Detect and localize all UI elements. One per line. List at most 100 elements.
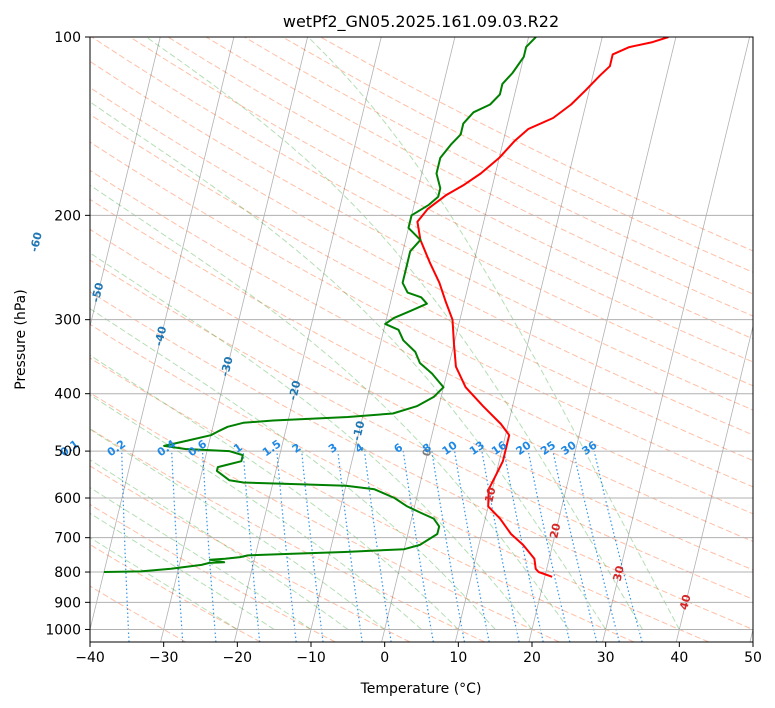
mixing-ratio-label: 0.4 [155, 437, 179, 459]
y-tick-label: 900 [54, 595, 81, 611]
mixing-ratio-line [121, 451, 130, 642]
mixing-ratio-line [171, 451, 184, 642]
dry-adiabat-line [90, 198, 753, 542]
isotherm-line [528, 37, 677, 642]
dry-adiabat-line [90, 169, 753, 515]
moist-adiabat-line [90, 101, 607, 630]
moist-adiabat-line [90, 252, 533, 630]
moist-adiabat-line [90, 184, 570, 630]
y-tick-label: 200 [54, 208, 81, 224]
mixing-ratio-label: 30 [559, 438, 579, 458]
dry-adiabat-line [90, 392, 560, 642]
dry-adiabat-line [244, 37, 753, 295]
moist-adiabat-line [90, 537, 238, 630]
isotherm-line [602, 37, 750, 642]
dry-adiabat-line [90, 228, 753, 571]
dry-adiabat-line [90, 141, 753, 488]
isotherm-label: 20 [547, 522, 563, 540]
dry-adiabat-line [90, 291, 753, 630]
x-tick-label: 40 [670, 650, 688, 666]
isotherm-label: -60 [28, 231, 45, 254]
y-tick-label: 400 [54, 387, 81, 403]
x-tick-label: 50 [744, 650, 762, 666]
isotherm-label: -20 [286, 379, 303, 402]
mixing-ratio-label: 36 [580, 438, 600, 458]
isotherm-label: -50 [89, 281, 106, 304]
dry-adiabat-line [91, 37, 753, 387]
mixing-ratio-label: 16 [489, 438, 509, 458]
y-tick-label: 700 [54, 531, 81, 547]
x-tick-label: −20 [223, 650, 253, 666]
mixing-ratio-line [503, 450, 544, 642]
mixing-ratio-label: 4 [353, 441, 367, 456]
y-tick-label: 500 [54, 444, 81, 460]
y-tick-label: 1000 [45, 622, 81, 638]
moist-adiabat-line [90, 486, 312, 630]
x-tick-label: 30 [597, 650, 615, 666]
dry-adiabat-line [90, 465, 411, 642]
isotherm-label: 30 [611, 564, 627, 582]
isotherm-line [454, 37, 603, 642]
isotherm-label: -30 [218, 355, 235, 378]
dry-adiabat-line [129, 37, 753, 363]
x-tick-label: −30 [149, 650, 179, 666]
y-tick-label: 600 [54, 491, 81, 507]
mixing-ratio-line [454, 451, 490, 642]
mixing-ratio-line [337, 451, 363, 642]
mixing-ratio-line [527, 450, 571, 642]
dry-adiabat-line [167, 37, 753, 340]
series-line-0 [416, 37, 669, 578]
moist-adiabat-line [307, 37, 680, 630]
isotherm-line [749, 627, 753, 642]
isotherm-label: 40 [677, 593, 693, 611]
isotherm-line [90, 37, 235, 632]
dry-adiabat-line [90, 357, 635, 642]
isotherm-line [0, 37, 13, 642]
moist-adiabat-line [90, 394, 422, 630]
x-tick-label: 20 [523, 650, 541, 666]
plot-frame [89, 36, 754, 643]
mixing-ratio-label: 6 [392, 441, 406, 456]
isotherm-line [675, 324, 753, 642]
mixing-ratio-label: 1.5 [260, 437, 283, 459]
dry-adiabat-line [90, 60, 753, 411]
mixing-ratio-line [593, 450, 643, 642]
dry-adiabat-line [90, 428, 485, 642]
mixing-ratio-label: 25 [538, 439, 558, 458]
y-tick-label: 100 [54, 30, 81, 46]
mixing-ratio-label: 10 [440, 438, 460, 458]
mixing-ratio-line [572, 450, 620, 642]
profile-series [103, 37, 669, 578]
dry-adiabat-line [90, 503, 336, 642]
mixing-ratio-line [552, 450, 598, 642]
isotherm-label: 10 [482, 486, 498, 504]
moist-adiabat-line [90, 308, 496, 630]
moist-adiabat-line [90, 459, 349, 630]
moist-adiabat-line [90, 512, 275, 630]
mixing-ratio-label: 3 [326, 441, 340, 456]
y-axis-label: Pressure (hPa) [13, 289, 29, 389]
isotherm-line [233, 37, 382, 642]
isotherm-line [160, 37, 308, 642]
isotherm-label: -10 [350, 419, 367, 442]
pressure-grid [0, 37, 753, 642]
mixing-ratio-line [301, 451, 324, 642]
mixing-ratio-line [363, 451, 392, 642]
isotherm-line [381, 37, 529, 642]
dry-adiabat-line [90, 543, 261, 642]
dry-adiabat-line [90, 87, 753, 436]
dry-adiabat-line [90, 259, 753, 600]
mixing-ratio-line [481, 450, 520, 642]
background-lines [90, 37, 753, 642]
isotherm-line [307, 37, 456, 642]
mixing-ratio-line [242, 451, 261, 642]
dry-adiabat-line [90, 113, 753, 462]
x-tick-label: 0 [380, 650, 389, 666]
y-tick-label: 300 [54, 313, 81, 329]
x-tick-label: 10 [449, 650, 467, 666]
y-tick-label: 800 [54, 565, 81, 581]
chart-title: wetPf2_GN05.2025.161.09.03.R22 [283, 12, 559, 32]
isotherm-line [90, 37, 161, 328]
series-line-1 [103, 37, 537, 573]
